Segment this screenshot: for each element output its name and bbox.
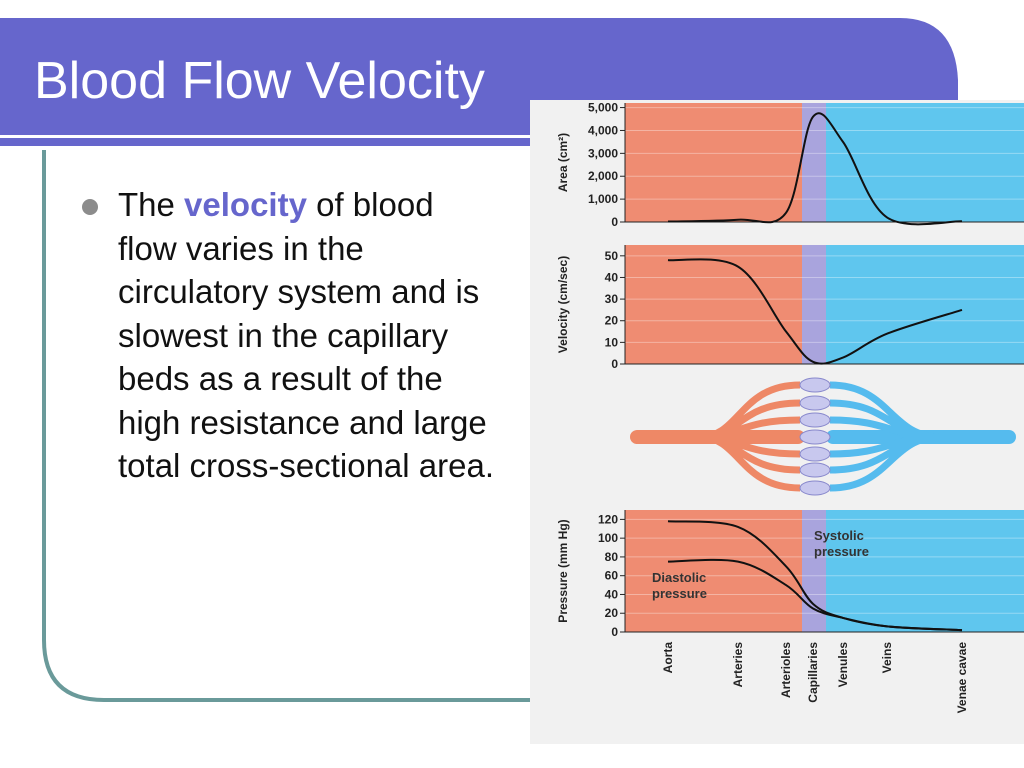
bullet-text: of blood flow varies in the circulatory … [118, 186, 495, 484]
emphasis: velocity [184, 186, 307, 223]
annotation: Systolic [814, 528, 864, 543]
y-tick-label: 3,000 [588, 146, 618, 160]
y-tick-label: 1,000 [588, 192, 618, 206]
bullet-dot [82, 199, 98, 215]
region-capillary [802, 103, 826, 222]
x-tick-label: Venae cavae [955, 642, 969, 714]
vessel-diagram [630, 377, 1016, 496]
region-venous [826, 103, 1024, 222]
region-arterial [625, 245, 802, 364]
y-tick-label: 0 [611, 625, 618, 639]
y-tick-label: 5,000 [588, 101, 618, 115]
y-tick-label: 120 [598, 512, 618, 526]
annotation: Diastolic [652, 570, 706, 585]
x-tick-label: Capillaries [806, 642, 820, 703]
slide-title: Blood Flow Velocity [34, 52, 485, 110]
y-tick-label: 80 [605, 550, 619, 564]
y-axis-label: Pressure (mm Hg) [556, 519, 570, 622]
y-tick-label: 0 [611, 215, 618, 229]
y-axis-label: Velocity (cm/sec) [556, 256, 570, 353]
region-venous [826, 245, 1024, 364]
y-tick-label: 4,000 [588, 123, 618, 137]
y-tick-label: 30 [605, 292, 619, 306]
x-tick-label: Arteries [731, 642, 745, 688]
y-tick-label: 50 [605, 249, 619, 263]
frame [42, 150, 540, 702]
x-tick-label: Venules [836, 642, 850, 688]
data-line [667, 258, 963, 365]
data-line [667, 558, 963, 632]
region-capillary [802, 245, 826, 364]
y-tick-label: 40 [605, 587, 619, 601]
y-tick-label: 60 [605, 569, 619, 583]
region-venous [826, 510, 1024, 632]
annotation: pressure [814, 544, 869, 559]
annotation: pressure [652, 586, 707, 601]
y-tick-label: 20 [605, 314, 619, 328]
y-tick-label: 20 [605, 606, 619, 620]
data-line [667, 112, 963, 226]
bullet-text: The velocity of blood flow varies in the… [118, 183, 496, 488]
y-axis-label: Area (cm²) [556, 133, 570, 192]
x-tick-label: Arterioles [779, 642, 793, 698]
x-tick-label: Veins [880, 642, 894, 674]
y-tick-label: 40 [605, 270, 619, 284]
y-tick-label: 10 [605, 335, 619, 349]
x-tick-label: Aorta [661, 642, 675, 674]
region-arterial [625, 103, 802, 222]
region-arterial [625, 510, 802, 632]
bullet-text: The [118, 186, 185, 223]
y-tick-label: 0 [611, 357, 618, 371]
y-tick-label: 2,000 [588, 169, 618, 183]
y-tick-label: 100 [598, 531, 618, 545]
